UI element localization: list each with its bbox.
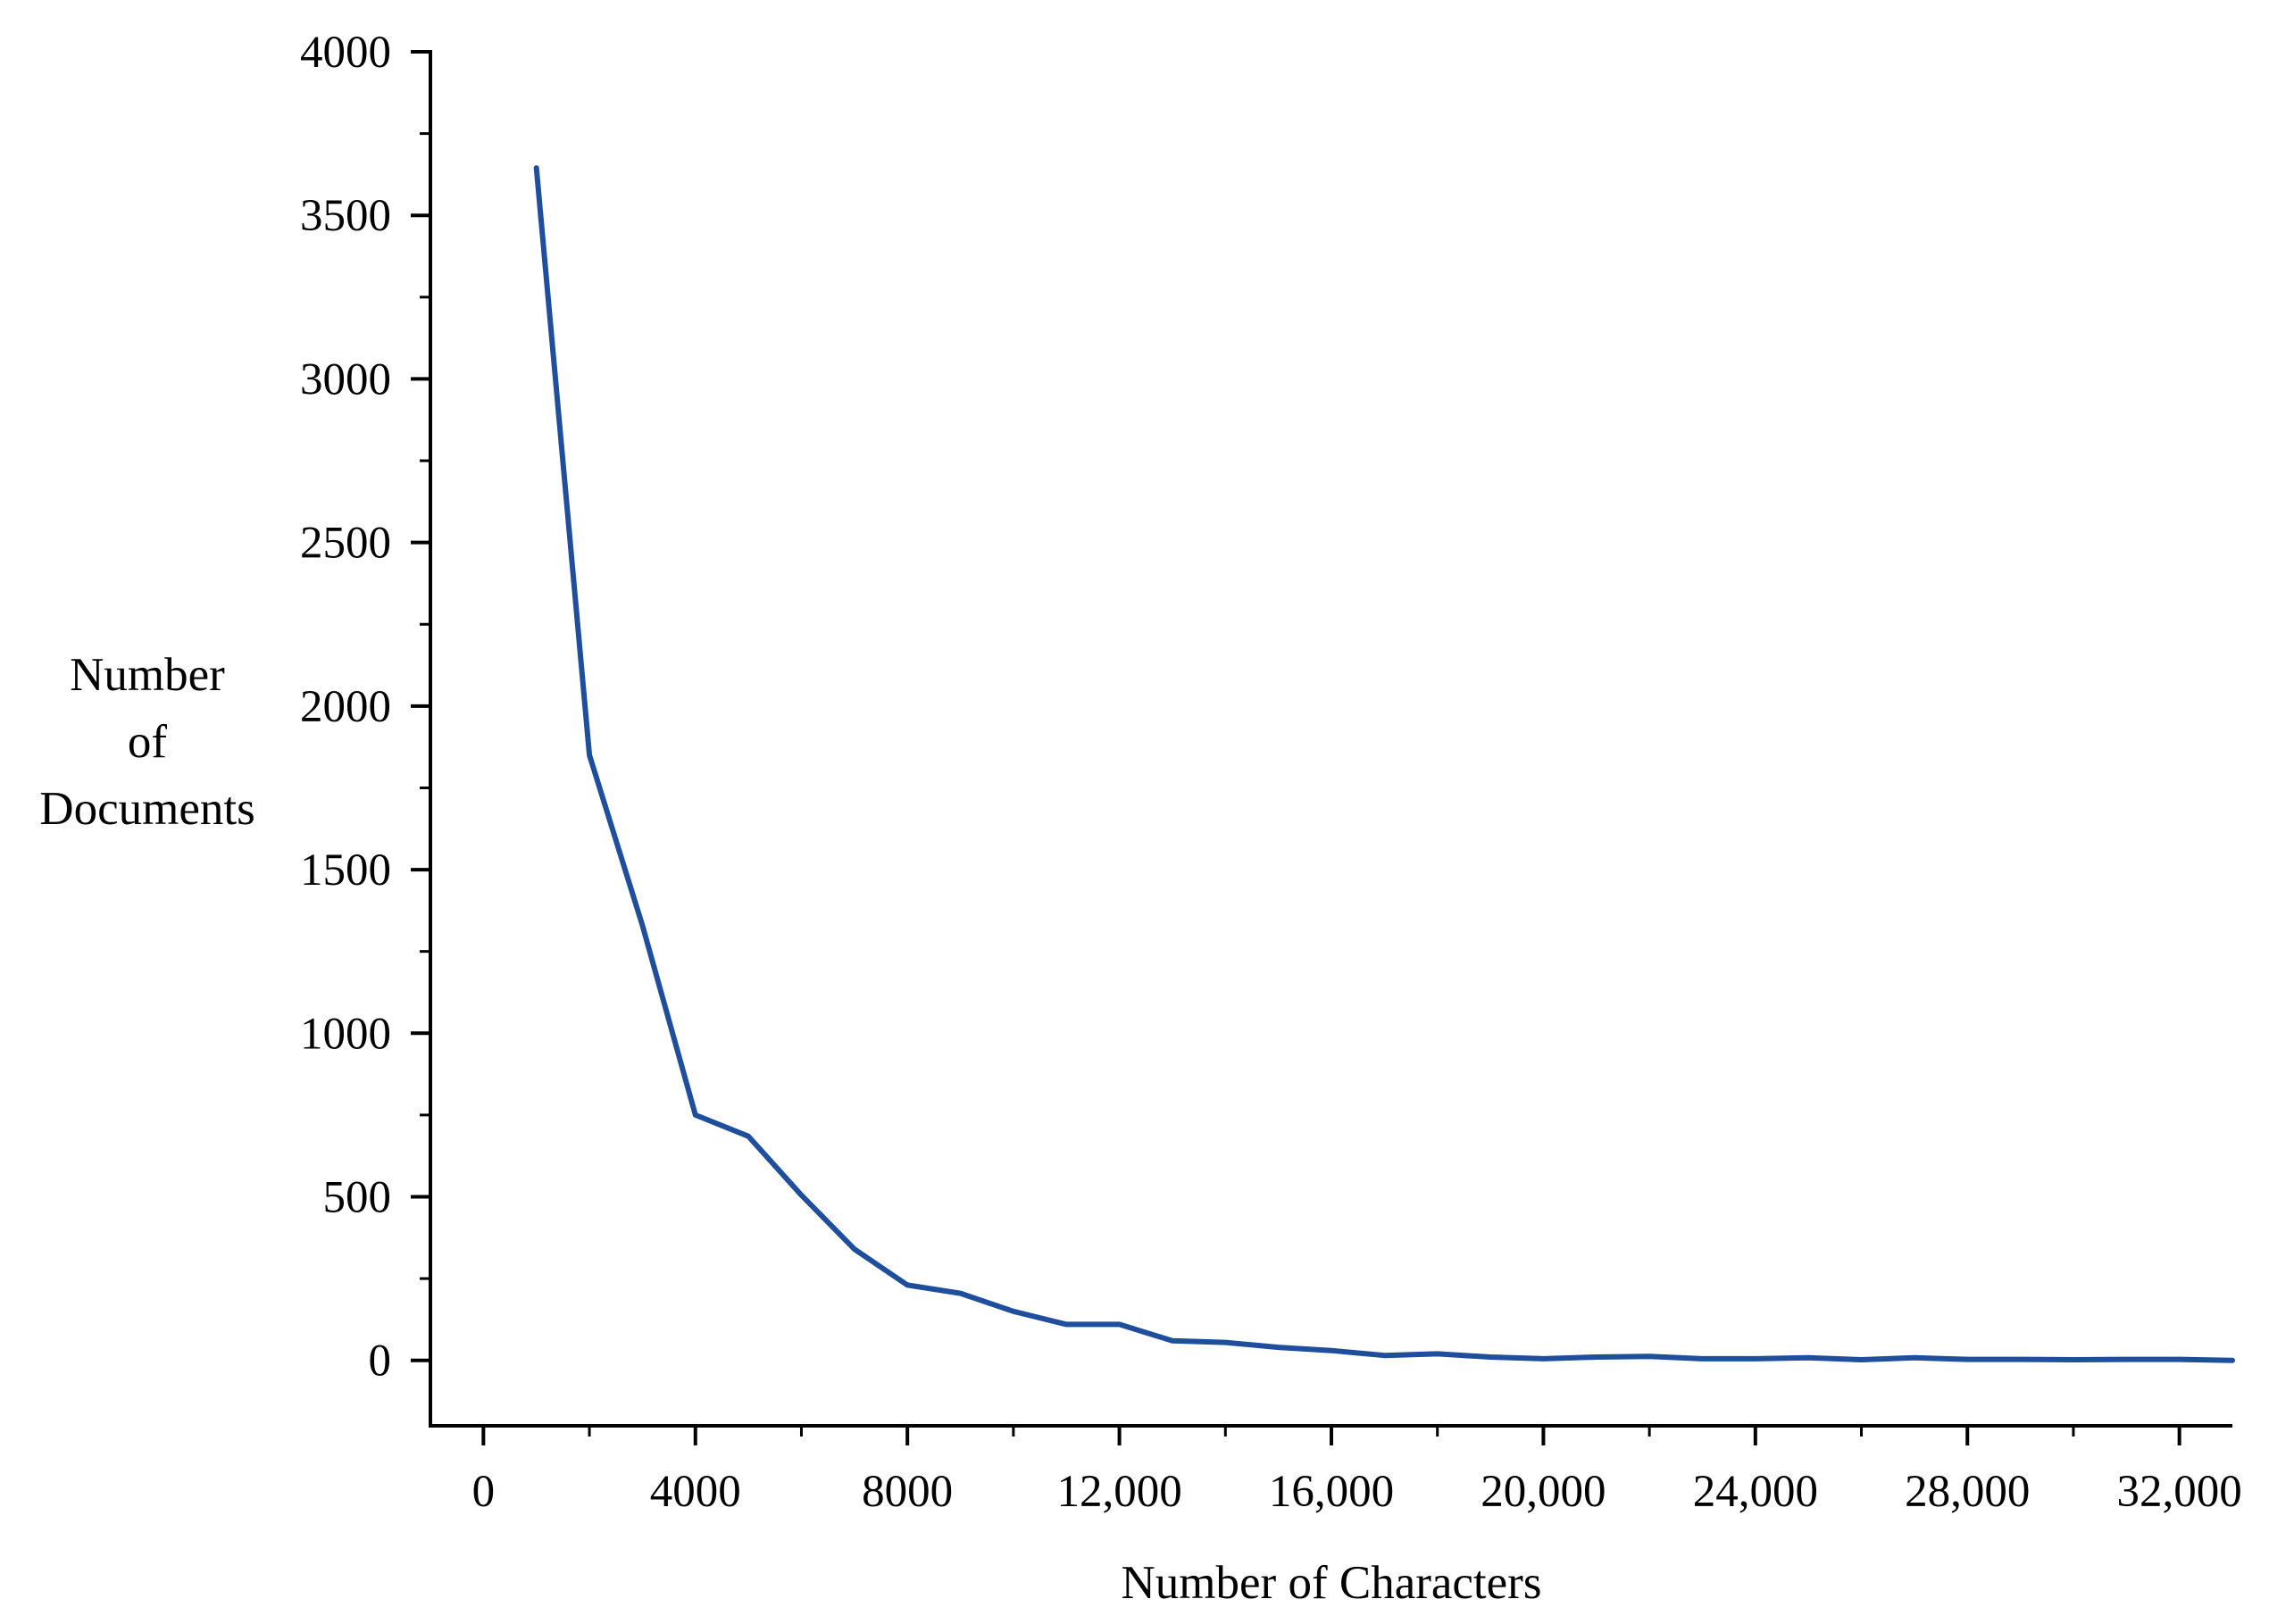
x-axis-title: Number of Characters (1122, 1557, 1542, 1609)
x-tick-label: 8000 (862, 1467, 953, 1517)
y-tick-label: 500 (323, 1173, 392, 1223)
x-ticks: 0 4000 8000 12,000 16,000 20,000 24,000 28,000 3… (472, 1426, 2242, 1517)
y-tick-label: 2000 (300, 682, 391, 732)
axes (429, 50, 2232, 1428)
x-tick-label: 24,000 (1693, 1467, 1818, 1517)
x-tick-label: 12,000 (1056, 1467, 1181, 1517)
series-line (533, 165, 2235, 1363)
y-tick-label: 3500 (300, 191, 391, 241)
y-axis-title-line: Documents (39, 783, 254, 835)
x-tick-label: 28,000 (1905, 1467, 2030, 1517)
x-tick-label: 0 (472, 1467, 496, 1517)
x-tick-label: 16,000 (1269, 1467, 1394, 1517)
y-tick-label: 1500 (300, 845, 391, 895)
y-axis-title: Number of Documents (39, 649, 254, 835)
y-ticks: 0 500 1000 1500 2000 2500 3000 3500 4000 (300, 28, 430, 1387)
y-axis-title-line: of (128, 716, 168, 768)
y-axis-title-line: Number (70, 649, 225, 701)
y-tick-label: 0 (369, 1337, 392, 1387)
x-tick-label: 32,000 (2117, 1467, 2242, 1517)
x-tick-label: 20,000 (1481, 1467, 1606, 1517)
y-tick-label: 2500 (300, 519, 391, 569)
y-tick-label: 4000 (300, 28, 391, 78)
y-tick-label: 1000 (300, 1009, 391, 1059)
series-group (533, 165, 2235, 1363)
x-tick-label: 4000 (650, 1467, 741, 1517)
y-tick-label: 3000 (300, 354, 391, 404)
